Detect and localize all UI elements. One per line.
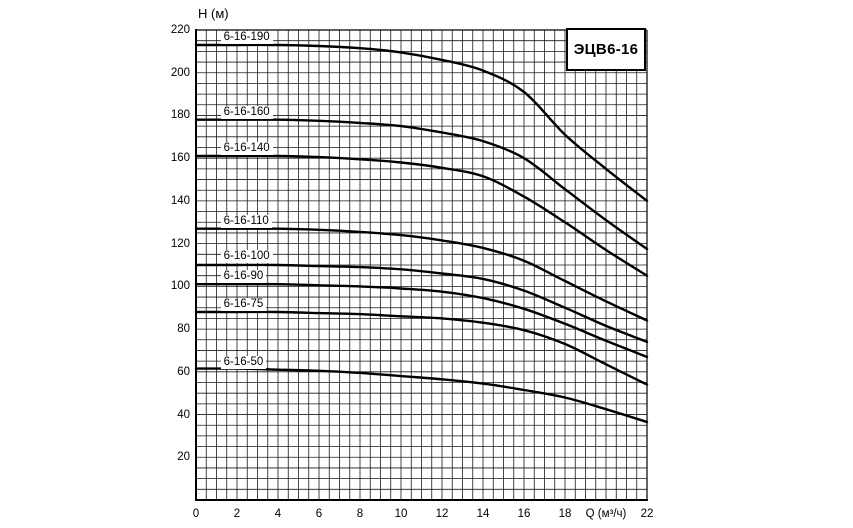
pump-curve-6-16-90 <box>194 282 649 359</box>
x-tick-label-0: 0 <box>192 508 200 520</box>
y-tick-label-80: 80 <box>177 323 190 336</box>
pump-curve-6-16-110 <box>194 227 649 322</box>
y-tick-label-120: 120 <box>170 237 190 250</box>
curve-label-6-16-190: 6-16-190 <box>220 30 273 44</box>
pump-curve-6-16-50 <box>194 367 649 424</box>
y-tick-label-100: 100 <box>170 280 190 293</box>
y-tick-label-160: 160 <box>170 152 190 165</box>
x-tick-label-2: 2 <box>233 508 241 520</box>
pump-curve-6-16-140 <box>194 154 649 277</box>
chart-title-box: ЭЦВ6-16 <box>566 28 646 71</box>
pump-curve-6-16-160 <box>194 118 649 251</box>
x-tick-label-18: 18 <box>558 508 572 520</box>
curve-label-6-16-140: 6-16-140 <box>220 142 273 156</box>
curve-label-6-16-90: 6-16-90 <box>220 269 267 283</box>
curve-label-6-16-110: 6-16-110 <box>220 214 272 228</box>
curve-label-6-16-75: 6-16-75 <box>220 298 267 312</box>
y-tick-label-220: 220 <box>170 24 190 36</box>
y-tick-label-60: 60 <box>177 365 190 378</box>
x-tick-label-10: 10 <box>394 508 408 520</box>
curve-label-6-16-160: 6-16-160 <box>220 105 273 119</box>
y-tick-label-40: 40 <box>177 408 190 421</box>
y-tick-label-200: 200 <box>170 66 190 79</box>
pump-curve-6-16-75 <box>194 310 649 386</box>
x-tick-label-6: 6 <box>315 508 323 520</box>
x-tick-label-4: 4 <box>274 508 282 520</box>
curve-label-6-16-50: 6-16-50 <box>220 355 267 369</box>
y-tick-label-20: 20 <box>177 451 190 464</box>
x-tick-label-8: 8 <box>356 508 364 520</box>
x-tick-label-14: 14 <box>476 508 490 520</box>
curve-label-6-16-100: 6-16-100 <box>220 249 273 263</box>
x-tick-label-12: 12 <box>435 508 449 520</box>
x-tick-label-16: 16 <box>517 508 531 520</box>
y-tick-label-140: 140 <box>170 194 190 207</box>
x-tick-label-22: 22 <box>640 508 654 520</box>
pump-curve-6-16-190 <box>194 43 649 203</box>
y-tick-label-180: 180 <box>170 109 190 122</box>
y-axis-title: Н (м) <box>198 6 229 21</box>
x-axis-title: Q (м³/ч) <box>585 508 627 520</box>
pump-curve-6-16-100 <box>194 263 649 344</box>
